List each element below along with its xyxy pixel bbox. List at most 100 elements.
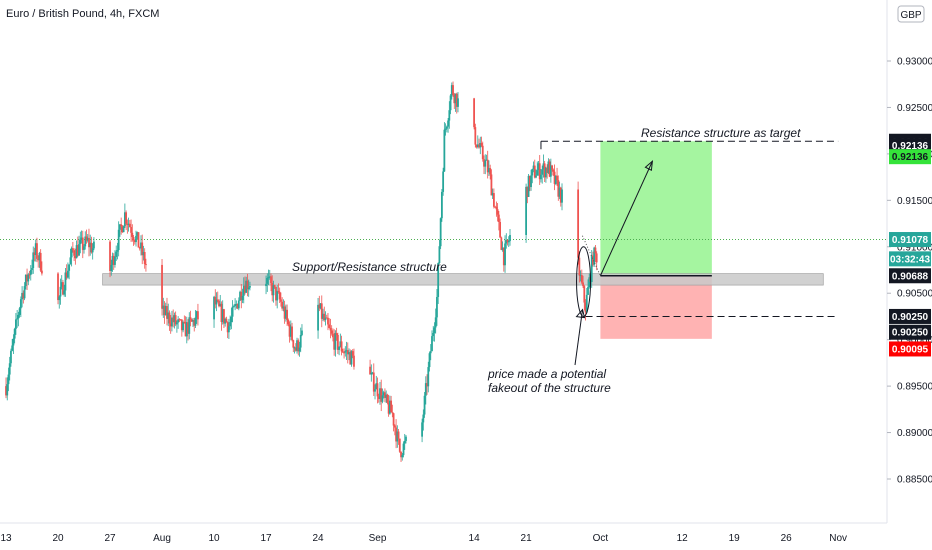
candle-body [74, 255, 77, 259]
candle-body [12, 338, 15, 346]
candle-body [71, 248, 74, 251]
candle-body [341, 351, 344, 353]
candle-body [387, 402, 390, 414]
candle-body [143, 252, 146, 265]
candle-body [215, 299, 218, 305]
candle-body [393, 425, 396, 428]
candle-body [6, 384, 9, 396]
candle-body [552, 169, 555, 172]
candle-body [475, 144, 478, 148]
candle-body [297, 340, 300, 352]
candle-body [299, 334, 302, 348]
price-badge-label: 0.90095 [892, 344, 929, 355]
target-arrow[interactable] [599, 161, 653, 276]
candle-body [291, 326, 293, 341]
candle-body [424, 383, 427, 396]
candle-body [177, 319, 180, 323]
x-tick-label: 12 [677, 533, 689, 544]
candle-body [500, 237, 503, 250]
candle-body [580, 275, 583, 283]
candle-body [60, 282, 63, 287]
candle-body [526, 186, 529, 197]
candle-body [397, 431, 400, 439]
candle-body [447, 120, 449, 127]
candle-body [16, 318, 19, 320]
candle-body [38, 252, 41, 261]
price-badge-label: 0.91078 [892, 235, 929, 246]
price-badge-label: 0.90250 [892, 328, 929, 339]
candle-body [184, 322, 187, 337]
candle-body [528, 175, 531, 188]
candle-body [346, 350, 349, 355]
candle-body [15, 319, 17, 329]
candle-body [317, 304, 319, 331]
candle-body [175, 322, 178, 325]
y-tick-label: 0.92500 [897, 103, 932, 114]
candle-body [142, 252, 145, 256]
candle-body [440, 191, 443, 219]
candle-body [453, 95, 456, 104]
candle-body [578, 257, 581, 276]
candle-body [79, 239, 82, 245]
candle-body [240, 291, 243, 301]
candle-body [180, 319, 183, 331]
candle-body [530, 175, 532, 188]
candle-body [187, 322, 189, 334]
candle-body [223, 309, 225, 324]
candle-body [34, 243, 37, 255]
candle-body [428, 353, 431, 368]
candle-body [63, 290, 66, 295]
candle-body [320, 303, 323, 319]
fakeout-ellipse[interactable] [576, 246, 592, 317]
candle-body [390, 400, 393, 413]
candle-body [114, 256, 116, 265]
candle-body [90, 242, 93, 253]
candle-body [443, 129, 446, 172]
candle-body [242, 285, 245, 296]
candle-body [329, 327, 332, 331]
candle-body [83, 246, 85, 250]
candle-body [69, 257, 72, 265]
stop-zone[interactable] [600, 275, 712, 339]
price-badge: 0.90250 [889, 308, 931, 324]
candle-body [193, 320, 196, 326]
candle-body [234, 304, 236, 307]
candle-body [141, 242, 144, 256]
candle-body [506, 240, 509, 243]
projection-dotted-path [581, 235, 601, 276]
candle-body [163, 305, 166, 316]
price-badge: 0.91078 [889, 232, 931, 248]
candle-body [31, 267, 33, 271]
structure-annotation: Support/Resistance structure [292, 260, 447, 274]
candle-body [398, 438, 401, 452]
candle-body [429, 351, 432, 354]
candle-body [75, 245, 78, 259]
candle-body [382, 392, 385, 396]
candle-body [167, 312, 170, 319]
y-tick-label: 0.89500 [897, 382, 932, 393]
candle-body [444, 128, 447, 130]
candle-body [548, 161, 551, 177]
candle-body [179, 319, 182, 321]
target-zone[interactable] [600, 141, 712, 276]
candle-body [91, 248, 94, 253]
candle-body [164, 306, 167, 316]
x-tick-label: 21 [521, 533, 533, 544]
candle-body [58, 296, 61, 301]
candle-body [182, 321, 184, 331]
candle-body [166, 306, 168, 319]
candle-body [322, 313, 324, 319]
candle-body [438, 246, 441, 264]
x-tick-label: Nov [829, 533, 847, 544]
candle-body [338, 346, 341, 350]
candle-body [493, 193, 495, 207]
candle-body [123, 212, 126, 227]
candle-body [301, 330, 303, 335]
candle-body [531, 169, 534, 176]
currency-badge[interactable]: GBP [897, 5, 925, 23]
support-resistance-band[interactable] [102, 273, 824, 286]
candle-body [130, 227, 132, 233]
candle-body [426, 383, 428, 387]
candle-body [485, 159, 488, 161]
